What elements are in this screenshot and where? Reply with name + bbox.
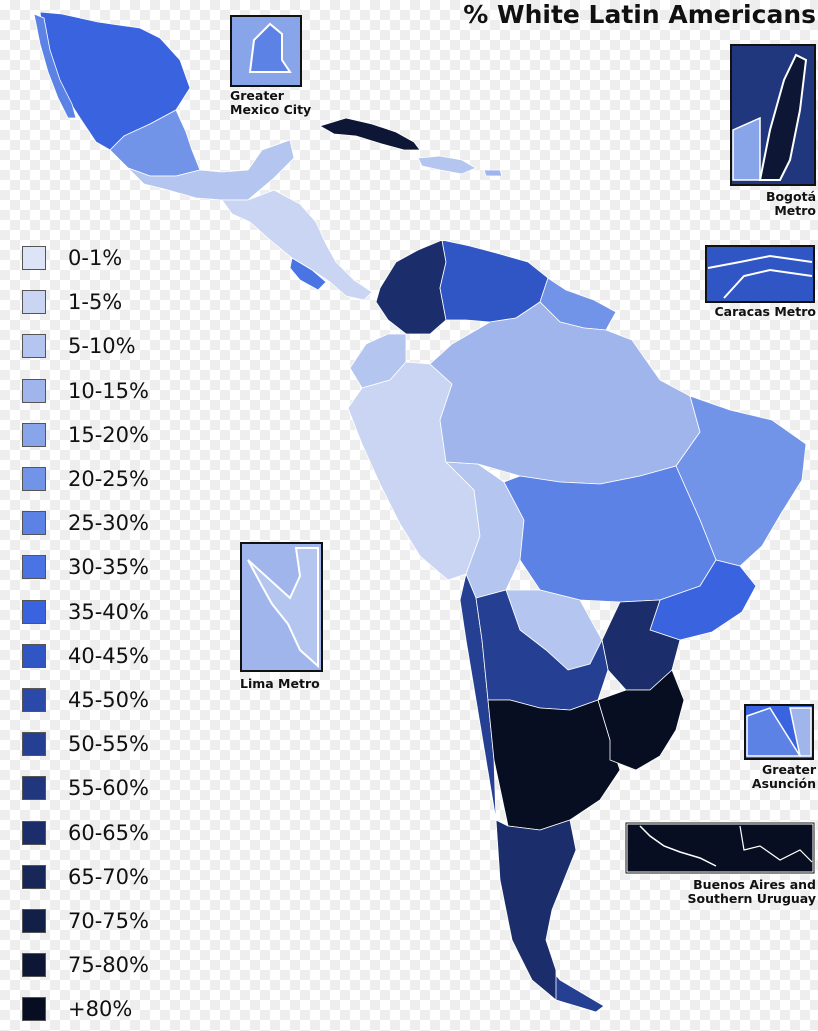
legend-swatch [22, 246, 46, 271]
legend-label: 25-30% [68, 511, 149, 536]
legend-swatch [22, 864, 46, 889]
legend-swatch [22, 290, 46, 315]
region-uruguay [597, 669, 685, 771]
legend-swatch [22, 378, 46, 403]
legend-swatch [22, 997, 46, 1022]
region-cuba [319, 117, 421, 151]
legend-label: 45-50% [68, 687, 149, 712]
inset-mexico-city [230, 15, 302, 87]
inset-label-asuncion: Greater Asunción [751, 762, 816, 791]
legend-label: 35-40% [68, 599, 149, 624]
legend-row: 60-65% [22, 810, 149, 854]
legend-row: 35-40% [22, 590, 149, 634]
region-baja-california [33, 13, 77, 119]
map-title: % White Latin Americans [463, 0, 816, 29]
legend-swatch [22, 908, 46, 933]
legend-row: 50-55% [22, 722, 149, 766]
legend-swatch [22, 776, 46, 801]
legend-label: +80% [68, 997, 133, 1022]
region-puerto-rico [483, 169, 503, 177]
inset-lima [240, 542, 323, 672]
legend-row: 65-70% [22, 855, 149, 899]
legend-swatch [22, 467, 46, 492]
legend-row: 15-20% [22, 413, 149, 457]
legend-label: 60-65% [68, 820, 149, 845]
legend-row: +80% [22, 987, 149, 1031]
inset-label-mexico-city: Greater Mexico City [230, 88, 312, 117]
region-brazil-north [429, 301, 701, 485]
region-argentina-center [487, 699, 621, 831]
legend-label: 10-15% [68, 378, 149, 403]
legend-label: 1-5% [68, 290, 123, 315]
legend-row: 40-45% [22, 634, 149, 678]
legend-row: 0-1% [22, 236, 149, 280]
inset-label-buenos-aires: Buenos Aires and Southern Uruguay [687, 877, 816, 906]
inset-label-bogota: Bogotá Metro [765, 189, 816, 218]
legend-row: 75-80% [22, 943, 149, 987]
legend-row: 20-25% [22, 457, 149, 501]
legend-label: 40-45% [68, 643, 149, 668]
legend-label: 50-55% [68, 732, 149, 757]
legend-label: 0-1% [68, 246, 123, 271]
legend-swatch [22, 511, 46, 536]
inset-buenos-aires [624, 821, 816, 875]
legend-row: 70-75% [22, 899, 149, 943]
legend-swatch [22, 732, 46, 757]
legend-row: 1-5% [22, 280, 149, 324]
inset-asuncion [744, 704, 814, 760]
legend-label: 15-20% [68, 422, 149, 447]
legend-label: 70-75% [68, 908, 149, 933]
region-central-america [221, 189, 373, 301]
legend-label: 75-80% [68, 953, 149, 978]
region-brazil-center [503, 465, 717, 603]
legend-label: 55-60% [68, 776, 149, 801]
legend-swatch [22, 820, 46, 845]
legend-swatch [22, 953, 46, 978]
legend-swatch [22, 643, 46, 668]
region-argentina-south [495, 819, 577, 1001]
legend-swatch [22, 555, 46, 580]
legend-label: 30-35% [68, 555, 149, 580]
region-colombia [375, 239, 447, 335]
legend-swatch [22, 334, 46, 359]
inset-caracas [705, 245, 815, 303]
legend-row: 30-35% [22, 545, 149, 589]
legend-row: 55-60% [22, 766, 149, 810]
region-mexico-south [127, 139, 295, 201]
inset-label-caracas: Caracas Metro [714, 304, 817, 319]
legend-swatch [22, 422, 46, 447]
legend-swatch [22, 599, 46, 624]
legend-row: 5-10% [22, 324, 149, 368]
legend-label: 20-25% [68, 467, 149, 492]
legend-row: 25-30% [22, 501, 149, 545]
inset-bogota [730, 44, 816, 186]
legend-row: 45-50% [22, 678, 149, 722]
legend-row: 10-15% [22, 369, 149, 413]
legend-swatch [22, 687, 46, 712]
legend-label: 5-10% [68, 334, 136, 359]
legend-label: 65-70% [68, 864, 149, 889]
inset-label-lima: Lima Metro [240, 676, 320, 691]
legend: 0-1% 1-5% 5-10% 10-15% 15-20% 20-25% 25-30% 30-… [22, 236, 149, 1031]
region-costa-rica [289, 257, 327, 291]
region-hispaniola [417, 155, 477, 175]
